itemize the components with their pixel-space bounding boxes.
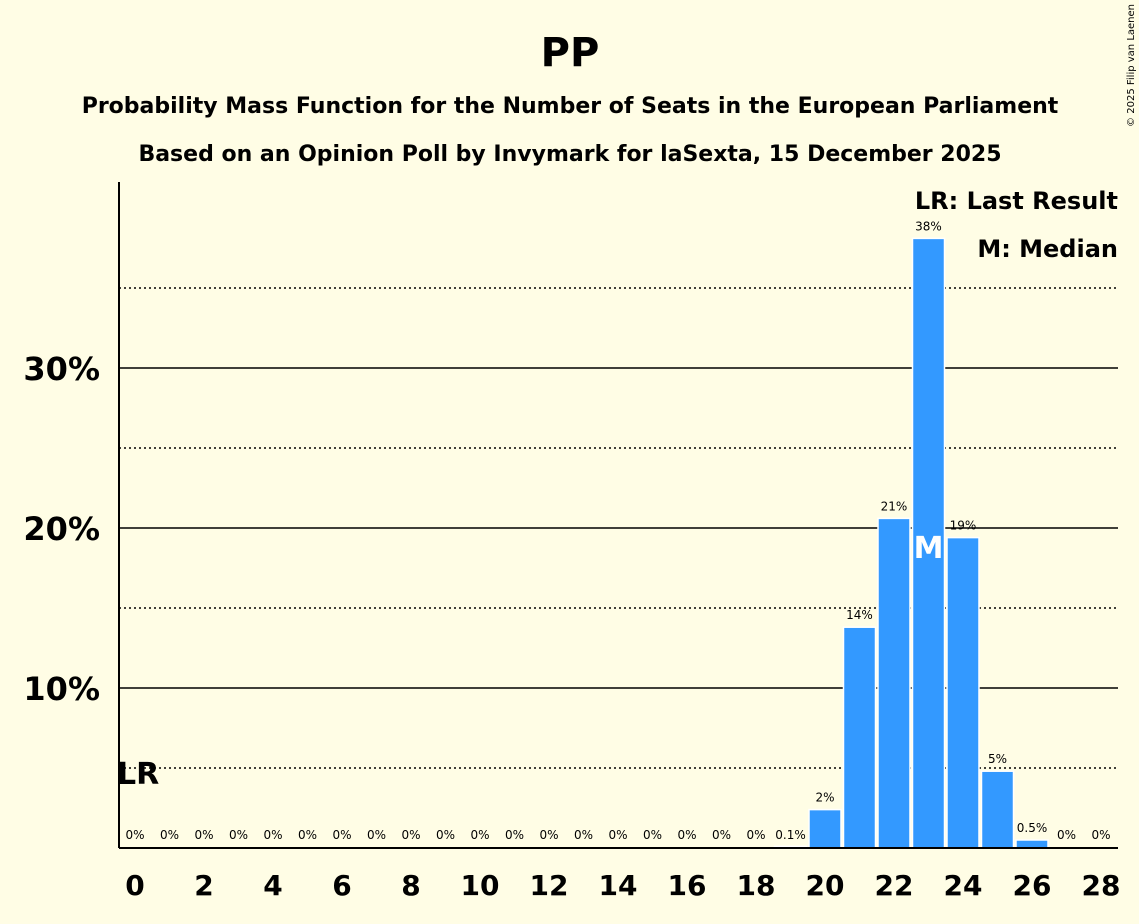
bar-seat-22 bbox=[877, 517, 911, 849]
data-label-seat-1: 0% bbox=[160, 828, 179, 842]
data-label-seat-26: 0.5% bbox=[1017, 821, 1048, 835]
data-label-seat-18: 0% bbox=[746, 828, 765, 842]
data-label-seat-16: 0% bbox=[677, 828, 696, 842]
bar-seat-24 bbox=[946, 536, 980, 849]
x-tick-label: 6 bbox=[332, 869, 351, 902]
data-label-seat-15: 0% bbox=[643, 828, 662, 842]
data-label-seat-2: 0% bbox=[194, 828, 213, 842]
data-label-seat-9: 0% bbox=[436, 828, 455, 842]
chart-source: Based on an Opinion Poll by Invymark for… bbox=[138, 142, 1001, 167]
x-tick-label: 12 bbox=[530, 869, 569, 902]
data-label-seat-20: 2% bbox=[815, 791, 834, 805]
data-label-seat-5: 0% bbox=[298, 828, 317, 842]
bar-seat-25 bbox=[980, 770, 1015, 849]
x-tick-label: 28 bbox=[1082, 869, 1121, 902]
data-label-seat-10: 0% bbox=[470, 828, 489, 842]
bar-seat-26 bbox=[1015, 839, 1049, 849]
data-label-seat-24: 19% bbox=[950, 519, 977, 533]
last-result-marker: LR bbox=[117, 757, 159, 792]
data-label-seat-25: 5% bbox=[988, 752, 1007, 766]
axes: 10%20%30%0 2 4 6 8 10 12 14 16 18 20 22 24 26 28 bbox=[23, 182, 1120, 902]
data-label-seat-27: 0% bbox=[1057, 828, 1076, 842]
x-tick-label: 26 bbox=[1013, 869, 1052, 902]
x-tick-label: 24 bbox=[944, 869, 983, 902]
chart-title: PP bbox=[541, 30, 600, 76]
data-label-seat-11: 0% bbox=[505, 828, 524, 842]
data-label-seat-17: 0% bbox=[712, 828, 731, 842]
data-label-seat-4: 0% bbox=[263, 828, 282, 842]
data-label-seat-7: 0% bbox=[367, 828, 386, 842]
data-label-seat-28: 0% bbox=[1091, 828, 1110, 842]
legend-median: M: Median bbox=[977, 235, 1118, 263]
x-tick-label: 22 bbox=[875, 869, 914, 902]
bars bbox=[773, 237, 1049, 849]
median-marker: M bbox=[914, 531, 944, 566]
legend-last-result: LR: Last Result bbox=[915, 187, 1118, 215]
x-tick-label: 8 bbox=[401, 869, 420, 902]
x-tick-label: 4 bbox=[263, 869, 282, 902]
data-label-seat-21: 14% bbox=[846, 608, 873, 622]
y-tick-label: 30% bbox=[23, 350, 100, 388]
data-label-seat-0: 0% bbox=[125, 828, 144, 842]
chart-subtitle: Probability Mass Function for the Number… bbox=[82, 94, 1059, 119]
x-tick-label: 18 bbox=[737, 869, 776, 902]
data-label-seat-6: 0% bbox=[332, 828, 351, 842]
x-tick-label: 20 bbox=[806, 869, 845, 902]
x-tick-label: 16 bbox=[668, 869, 707, 902]
copyright: © 2025 Filip van Laenen bbox=[1126, 4, 1137, 127]
data-label-seat-22: 21% bbox=[881, 499, 908, 513]
data-label-seat-3: 0% bbox=[229, 828, 248, 842]
y-tick-label: 10% bbox=[23, 670, 100, 708]
bar-seat-21 bbox=[842, 626, 877, 849]
data-label-seat-23: 38% bbox=[915, 219, 942, 233]
data-label-seat-8: 0% bbox=[401, 828, 420, 842]
data-label-seat-19: 0.1% bbox=[775, 828, 806, 842]
data-label-seat-14: 0% bbox=[608, 828, 627, 842]
data-label-seat-12: 0% bbox=[539, 828, 558, 842]
y-tick-label: 20% bbox=[23, 510, 100, 548]
x-tick-label: 0 bbox=[125, 869, 144, 902]
data-label-seat-13: 0% bbox=[574, 828, 593, 842]
data-labels: 0% 0% 0% 0% 0% 0% 0% 0% 0% 0% 0% 0% 0% 0% 0% 0% 0% 0% 0% 0.… bbox=[117, 219, 1111, 842]
x-tick-label: 2 bbox=[194, 869, 213, 902]
x-tick-label: 14 bbox=[599, 869, 638, 902]
x-tick-label: 10 bbox=[461, 869, 500, 902]
bar-seat-20 bbox=[808, 808, 842, 849]
